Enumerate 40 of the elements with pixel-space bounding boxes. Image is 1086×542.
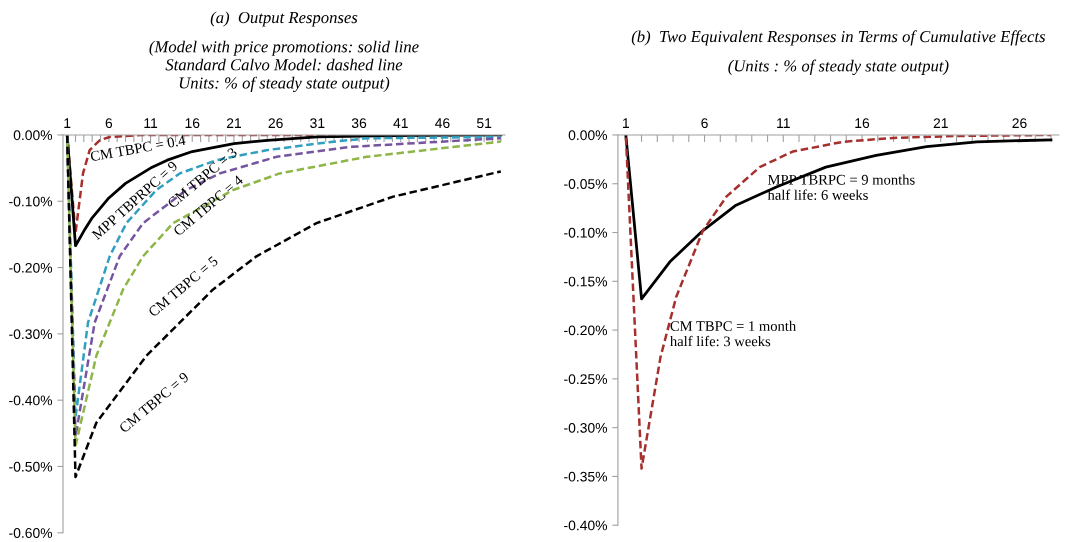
x-tick-label: 21 <box>933 118 948 128</box>
y-tick-label: 0.00% <box>13 130 53 141</box>
y-tick-label: -0.05% <box>564 179 608 189</box>
x-tick-label: 26 <box>268 118 283 129</box>
x-tick-label: 51 <box>476 118 492 129</box>
x-tick-label: 41 <box>393 118 408 128</box>
series-label: CM TBPC = 1 month half life: 3 weeks <box>670 320 796 347</box>
x-tick-label: 11 <box>144 118 158 128</box>
text: CM TBPC = 0.4 <box>90 135 186 162</box>
y-tick-label: -0.50% <box>9 461 53 472</box>
chart-subtitle: (Units : % of steady state output) <box>728 59 949 75</box>
x-tick-label: 21 <box>226 118 241 128</box>
chart-title: (b) Two Equivalent Responses in Terms of Cumulative Effects <box>631 30 1046 46</box>
y-tick-label: -0.20% <box>564 325 608 336</box>
x-tick-label: 1 <box>623 118 629 128</box>
x-tick-label: 36 <box>351 118 367 129</box>
chart-subtitle: (Model with price promotions: solid line Standard Calvo Model: dashed line Units: % of steady state output) <box>149 40 419 93</box>
x-tick-label: 6 <box>701 118 708 129</box>
y-tick-label: -0.30% <box>9 329 53 340</box>
y-tick-label: 0.00% <box>568 130 608 141</box>
y-tick-label: -0.10% <box>564 227 608 238</box>
x-tick-label: 6 <box>105 118 113 129</box>
x-tick-label: 46 <box>435 118 450 129</box>
x-tick-label: 16 <box>185 118 200 129</box>
x-tick-label: 11 <box>777 118 790 128</box>
y-tick-label: -0.15% <box>564 276 608 287</box>
y-tick-label: -0.40% <box>564 520 608 531</box>
x-tick-label: 26 <box>1012 118 1027 129</box>
y-tick-label: -0.25% <box>564 374 608 385</box>
x-tick-label: 31 <box>310 118 325 129</box>
y-tick-label: -0.10% <box>9 196 53 207</box>
x-tick-label: 1 <box>64 118 71 128</box>
x-tick-label: 16 <box>855 118 870 129</box>
chart-title: (a) Output Responses <box>210 11 358 27</box>
y-tick-label: -0.40% <box>9 395 53 406</box>
y-tick-label: -0.20% <box>9 262 53 273</box>
y-tick-label: -0.60% <box>9 528 53 538</box>
line-series <box>624 134 1053 301</box>
y-tick-label: -0.35% <box>564 471 608 482</box>
y-tick-label: -0.30% <box>564 422 608 433</box>
